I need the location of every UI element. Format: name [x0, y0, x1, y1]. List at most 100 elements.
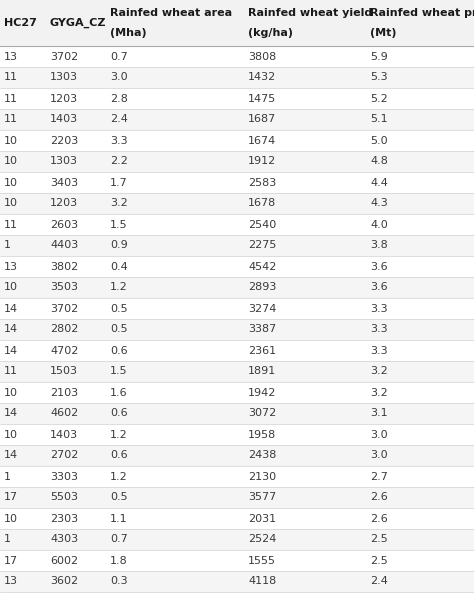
Text: 17: 17 — [4, 492, 18, 502]
Bar — [0, 235, 474, 256]
Bar — [0, 424, 474, 445]
Text: 3.6: 3.6 — [370, 262, 388, 272]
Bar — [0, 298, 474, 319]
Text: 4.4: 4.4 — [370, 178, 388, 188]
Bar — [0, 214, 474, 235]
Text: 1503: 1503 — [50, 367, 78, 377]
Text: 4602: 4602 — [50, 408, 78, 418]
Bar — [0, 529, 474, 550]
Bar — [0, 46, 474, 67]
Text: 11: 11 — [4, 367, 18, 377]
Text: 5.9: 5.9 — [370, 51, 388, 61]
Text: 3.2: 3.2 — [370, 367, 388, 377]
Text: 1403: 1403 — [50, 430, 78, 439]
Text: 10: 10 — [4, 157, 18, 166]
Text: 1475: 1475 — [248, 94, 276, 104]
Text: 2303: 2303 — [50, 514, 78, 523]
Text: 11: 11 — [4, 114, 18, 125]
Text: Rainfed wheat yield: Rainfed wheat yield — [248, 8, 372, 18]
Text: 3303: 3303 — [50, 471, 78, 482]
Text: 2.6: 2.6 — [370, 492, 388, 502]
Text: 1.1: 1.1 — [110, 514, 128, 523]
Text: 3072: 3072 — [248, 408, 276, 418]
Text: 2.5: 2.5 — [370, 535, 388, 545]
Text: 3702: 3702 — [50, 303, 78, 313]
Text: 1403: 1403 — [50, 114, 78, 125]
Text: 14: 14 — [4, 408, 18, 418]
Bar — [0, 109, 474, 130]
Text: 10: 10 — [4, 430, 18, 439]
Text: 14: 14 — [4, 451, 18, 461]
Text: 3.3: 3.3 — [370, 303, 388, 313]
Text: 4542: 4542 — [248, 262, 276, 272]
Text: 3.2: 3.2 — [370, 387, 388, 398]
Text: 2103: 2103 — [50, 387, 78, 398]
Bar — [0, 277, 474, 298]
Text: 6002: 6002 — [50, 555, 78, 566]
Text: 3403: 3403 — [50, 178, 78, 188]
Text: 0.3: 0.3 — [110, 576, 128, 586]
Text: 0.7: 0.7 — [110, 535, 128, 545]
Text: 1687: 1687 — [248, 114, 276, 125]
Text: 2.4: 2.4 — [370, 576, 388, 586]
Text: 10: 10 — [4, 514, 18, 523]
Text: 1: 1 — [4, 241, 11, 250]
Bar — [0, 67, 474, 88]
Text: 1203: 1203 — [50, 94, 78, 104]
Bar — [0, 508, 474, 529]
Text: 1555: 1555 — [248, 555, 276, 566]
Text: 2275: 2275 — [248, 241, 276, 250]
Bar — [0, 151, 474, 172]
Text: 3702: 3702 — [50, 51, 78, 61]
Text: 5.3: 5.3 — [370, 73, 388, 82]
Bar — [0, 403, 474, 424]
Text: 2524: 2524 — [248, 535, 276, 545]
Text: 2.7: 2.7 — [370, 471, 388, 482]
Text: 13: 13 — [4, 576, 18, 586]
Text: 3802: 3802 — [50, 262, 78, 272]
Text: 1.7: 1.7 — [110, 178, 128, 188]
Bar — [0, 466, 474, 487]
Text: 3.2: 3.2 — [110, 198, 128, 209]
Text: 2.5: 2.5 — [370, 555, 388, 566]
Bar — [0, 256, 474, 277]
Text: 0.7: 0.7 — [110, 51, 128, 61]
Text: 2203: 2203 — [50, 135, 78, 145]
Bar — [0, 193, 474, 214]
Text: 1: 1 — [4, 471, 11, 482]
Text: 2.4: 2.4 — [110, 114, 128, 125]
Bar — [0, 487, 474, 508]
Text: 13: 13 — [4, 262, 18, 272]
Text: 1912: 1912 — [248, 157, 276, 166]
Text: 1432: 1432 — [248, 73, 276, 82]
Text: HC27: HC27 — [4, 18, 37, 28]
Text: 4702: 4702 — [50, 346, 78, 355]
Text: 1958: 1958 — [248, 430, 276, 439]
Text: 2361: 2361 — [248, 346, 276, 355]
Text: 2802: 2802 — [50, 324, 78, 334]
Text: 2603: 2603 — [50, 219, 78, 229]
Text: 1203: 1203 — [50, 198, 78, 209]
Text: 2130: 2130 — [248, 471, 276, 482]
Text: 0.6: 0.6 — [110, 346, 128, 355]
Text: 1.2: 1.2 — [110, 471, 128, 482]
Text: 1891: 1891 — [248, 367, 276, 377]
Text: 0.6: 0.6 — [110, 451, 128, 461]
Text: 3808: 3808 — [248, 51, 276, 61]
Text: 2438: 2438 — [248, 451, 276, 461]
Text: 3.3: 3.3 — [110, 135, 128, 145]
Text: 0.6: 0.6 — [110, 408, 128, 418]
Text: 1.6: 1.6 — [110, 387, 128, 398]
Text: 3.0: 3.0 — [370, 451, 388, 461]
Bar — [0, 340, 474, 361]
Text: 3.0: 3.0 — [110, 73, 128, 82]
Text: 1303: 1303 — [50, 73, 78, 82]
Text: 1.2: 1.2 — [110, 430, 128, 439]
Text: (Mha): (Mha) — [110, 28, 146, 38]
Text: 2893: 2893 — [248, 283, 276, 293]
Text: 10: 10 — [4, 283, 18, 293]
Text: 0.5: 0.5 — [110, 324, 128, 334]
Text: 10: 10 — [4, 135, 18, 145]
Text: 1.2: 1.2 — [110, 283, 128, 293]
Text: 13: 13 — [4, 51, 18, 61]
